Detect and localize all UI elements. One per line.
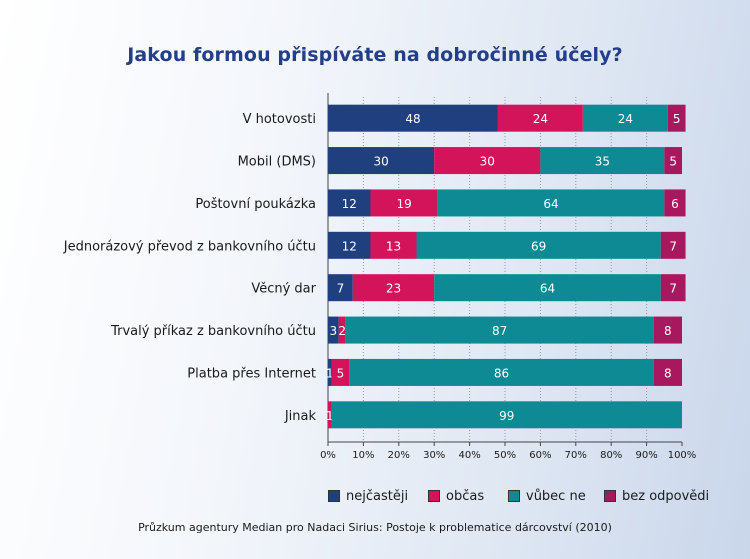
bar-segment — [328, 274, 353, 302]
data-label: 5 — [669, 155, 677, 169]
bar-segment — [667, 104, 686, 132]
bar-segment — [352, 274, 435, 302]
bar-segment — [338, 316, 346, 344]
data-label: 12 — [342, 239, 357, 253]
category-label: V hotovosti — [243, 112, 316, 127]
legend-label: vůbec ne — [526, 488, 586, 504]
data-label: 2 — [338, 324, 346, 338]
x-tick-label: 60% — [529, 450, 551, 461]
data-label: 30 — [373, 155, 388, 169]
bar-segment — [434, 147, 541, 175]
bar-segment — [497, 104, 583, 132]
category-label: Věcný dar — [251, 282, 316, 297]
chart-title: Jakou formou přispíváte na dobročinné úč… — [127, 44, 623, 66]
data-label: 86 — [494, 366, 509, 380]
data-label: 8 — [664, 366, 672, 380]
data-label: 1 — [326, 409, 334, 423]
bar-segment — [664, 147, 682, 175]
data-label: 87 — [492, 324, 507, 338]
data-label: 7 — [669, 282, 677, 296]
bar-segment — [653, 358, 682, 386]
legend-item: občas — [428, 487, 484, 505]
legend-item: bez odpovědi — [604, 487, 709, 505]
bar-segment — [328, 147, 435, 175]
x-tick-label: 40% — [458, 450, 480, 461]
legend: nejčastěji občas vůbec ne bez odpovědi — [328, 487, 728, 505]
data-label: 5 — [673, 112, 681, 126]
category-label: Poštovní poukázka — [195, 197, 316, 212]
x-tick-label: 80% — [600, 450, 622, 461]
bar-segment — [660, 231, 686, 259]
data-label: 19 — [396, 197, 411, 211]
x-tick-label: 70% — [565, 450, 587, 461]
data-label: 99 — [499, 409, 514, 423]
bar-segment — [328, 189, 371, 217]
bar-segment — [328, 104, 498, 132]
data-label: 69 — [531, 239, 546, 253]
category-label: Jednorázový převod z bankovního účtu — [63, 239, 316, 254]
bar-segment — [331, 401, 682, 429]
data-label: 30 — [480, 155, 495, 169]
data-label: 7 — [669, 239, 677, 253]
bar-segment — [664, 189, 686, 217]
category-label: Mobil (DMS) — [238, 155, 316, 170]
bar-segment — [582, 104, 668, 132]
legend-swatch — [328, 490, 340, 502]
x-tick-label: 50% — [494, 450, 516, 461]
data-label: 1 — [326, 366, 334, 380]
bar-segment — [437, 189, 665, 217]
data-label: 35 — [595, 155, 610, 169]
bar-segment — [434, 274, 661, 302]
chart-source: Průzkum agentury Median pro Nadaci Siriu… — [138, 521, 612, 534]
bar-segment — [653, 316, 682, 344]
data-label: 5 — [337, 366, 345, 380]
bar-segment — [328, 231, 371, 259]
bar-segment — [540, 147, 665, 175]
x-tick-label: 30% — [423, 450, 445, 461]
x-tick-label: 100% — [668, 450, 697, 461]
bar-segment — [660, 274, 686, 302]
category-label: Platba přes Internet — [187, 366, 316, 381]
data-label: 24 — [618, 112, 633, 126]
data-label: 7 — [337, 282, 345, 296]
data-label: 64 — [543, 197, 558, 211]
legend-swatch — [428, 490, 440, 502]
legend-swatch — [604, 490, 616, 502]
legend-label: nejčastěji — [346, 488, 409, 504]
x-tick-label: 20% — [388, 450, 410, 461]
legend-item: vůbec ne — [508, 487, 586, 505]
data-label: 3 — [329, 324, 337, 338]
legend-item: nejčastěji — [328, 487, 408, 505]
category-label: Trvalý příkaz z bankovního účtu — [110, 324, 316, 339]
bar-segment — [370, 189, 438, 217]
legend-label: bez odpovědi — [622, 488, 710, 504]
bar-segment — [370, 231, 417, 259]
x-tick-label: 0% — [320, 450, 336, 461]
x-tick-label: 10% — [352, 450, 374, 461]
bar-segment — [328, 358, 332, 386]
bar-segment — [345, 316, 654, 344]
x-tick-label: 90% — [635, 450, 657, 461]
bar-segment — [328, 316, 339, 344]
bar-segment — [349, 358, 654, 386]
bar-segment — [416, 231, 661, 259]
bar-segment — [331, 358, 350, 386]
legend-label: občas — [446, 488, 485, 504]
legend-swatch — [508, 490, 520, 502]
category-label: Jinak — [284, 409, 317, 424]
data-label: 8 — [664, 324, 672, 338]
data-label: 6 — [671, 197, 679, 211]
bar-segment — [328, 401, 332, 429]
data-label: 48 — [405, 112, 420, 126]
data-label: 23 — [386, 282, 401, 296]
data-label: 13 — [386, 239, 401, 253]
data-label: 12 — [342, 197, 357, 211]
data-label: 24 — [533, 112, 548, 126]
data-label: 64 — [540, 282, 555, 296]
